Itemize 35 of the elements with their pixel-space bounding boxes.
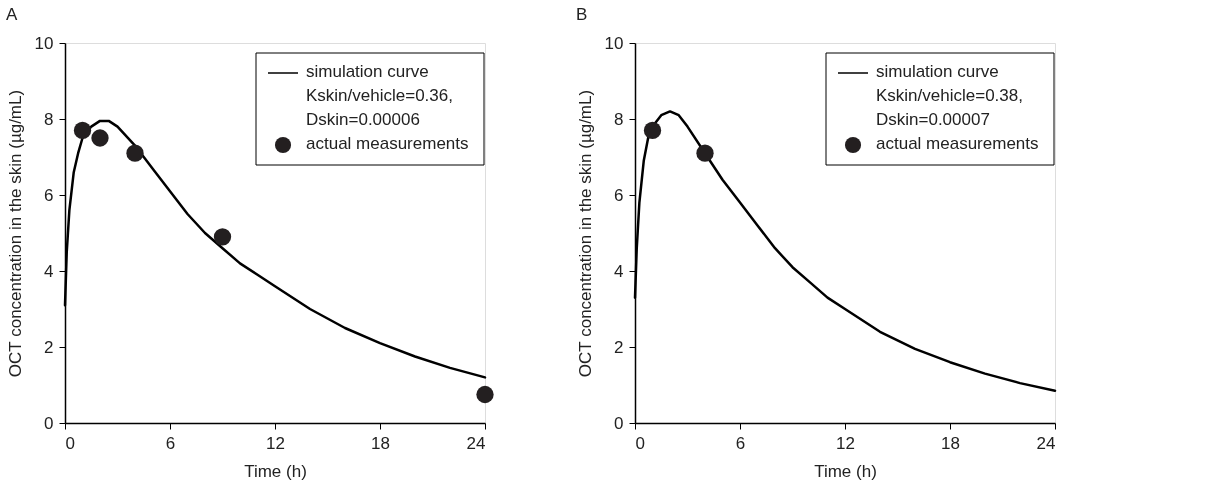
point (213, 228, 232, 246)
x-tick-label: 24 (466, 433, 486, 453)
y-tick-label: 4 (614, 261, 624, 281)
legend-label: actual measurements (306, 134, 469, 153)
y-tick-label: 6 (44, 185, 54, 205)
chart-title: B (576, 5, 588, 24)
x-tick-label: 0 (65, 433, 75, 453)
point (476, 385, 494, 404)
point (91, 129, 109, 147)
y-tick-label: 10 (34, 33, 54, 53)
legend-label: actual measurements (876, 134, 1039, 153)
x-tick-label: 12 (266, 433, 285, 453)
x-tick-label: 6 (735, 433, 746, 453)
x-tick-label: 18 (941, 433, 960, 453)
chart-title: A (6, 5, 19, 24)
y-axis-title: OCT concentration in the skin (µg/mL) (575, 89, 595, 378)
x-tick-label: 18 (371, 433, 390, 453)
y-tick-label: 8 (614, 109, 624, 129)
y-tick-label: 4 (44, 261, 54, 281)
point (73, 121, 92, 140)
x-tick-label: 12 (836, 433, 855, 453)
x-tick-label: 6 (165, 433, 176, 453)
point (126, 144, 144, 162)
y-axis-title: OCT concentration in the skin (µg/mL) (5, 89, 25, 378)
y-tick-label: 2 (614, 337, 624, 357)
y-tick-label: 10 (604, 33, 624, 53)
x-axis-title: Time (h) (814, 461, 877, 481)
x-axis-title: Time (h) (244, 461, 307, 481)
x-tick-label: 0 (635, 433, 645, 453)
y-tick-label: 0 (44, 413, 54, 433)
y-tick-label: 0 (614, 413, 624, 433)
y-tick-label: 2 (44, 337, 54, 357)
y-tick-label: 8 (44, 109, 54, 129)
y-tick-label: 6 (614, 185, 624, 205)
x-tick-label: 24 (1036, 433, 1056, 453)
